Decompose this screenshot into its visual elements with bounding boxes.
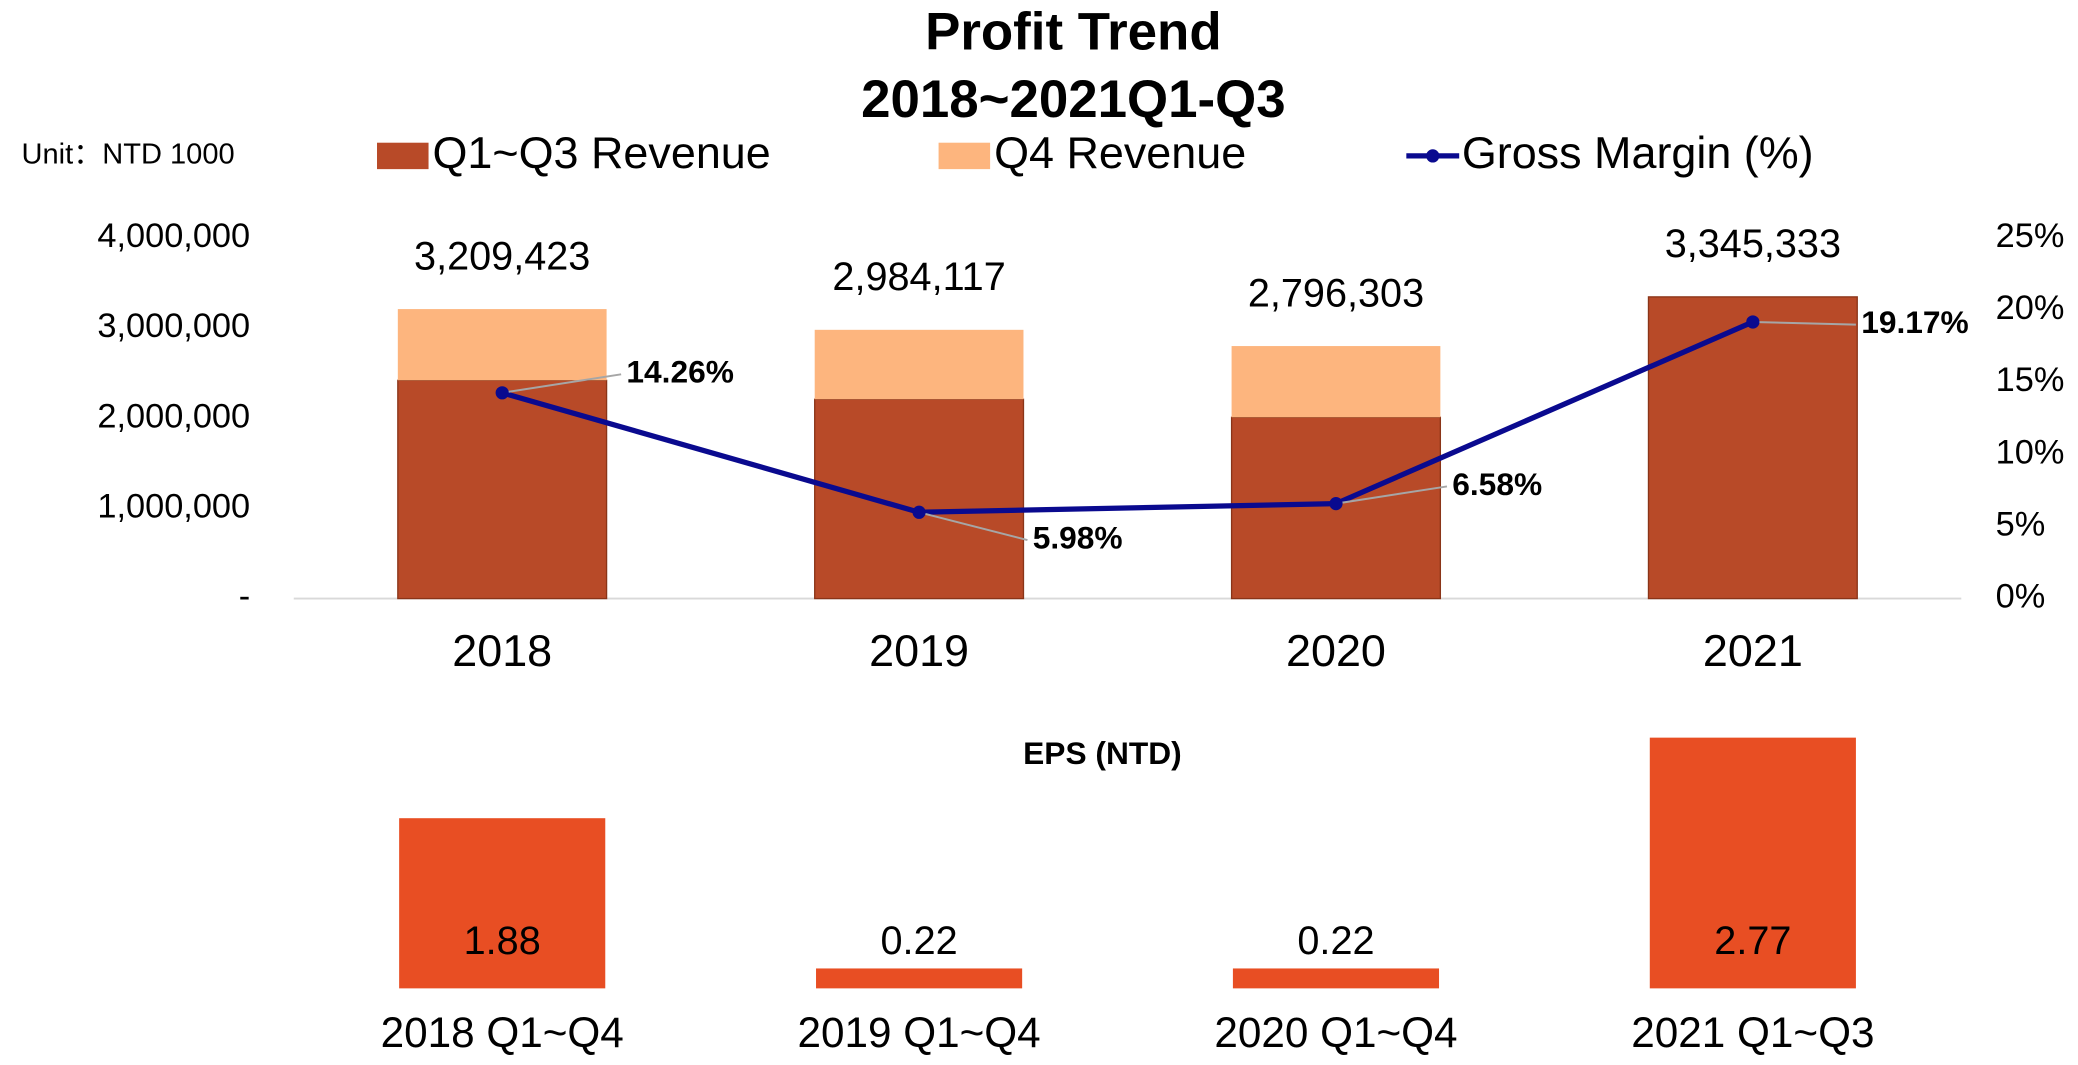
legend-label: Q4 Revenue xyxy=(994,127,1246,178)
bar xyxy=(1649,737,1856,989)
bar-segment xyxy=(397,309,607,381)
data-label: 0.22 xyxy=(1297,919,1374,963)
x-tick-label: 2020 xyxy=(1286,625,1386,676)
y-tick-label: 3,000,000 xyxy=(97,307,250,345)
bar-segment xyxy=(814,329,1024,400)
x-tick-label: 2021 Q1~Q3 xyxy=(1631,1009,1874,1056)
legend-swatch xyxy=(1426,149,1440,163)
data-label: 5.98% xyxy=(1033,519,1123,555)
y2-tick-label: 0% xyxy=(1996,578,2046,616)
data-label: 6.58% xyxy=(1452,466,1542,502)
x-tick-label: 2018 Q1~Q4 xyxy=(381,1009,624,1056)
bar xyxy=(1232,968,1440,989)
legend-label: Q1~Q3 Revenue xyxy=(433,127,771,178)
y-tick-label: 4,000,000 xyxy=(97,217,250,255)
bar-segment xyxy=(397,379,608,600)
bar-segment xyxy=(814,398,1025,600)
chart-title: Profit Trend xyxy=(925,3,1222,62)
data-label: 1.88 xyxy=(464,919,541,963)
bar-segment xyxy=(1231,346,1441,418)
leader-line xyxy=(918,511,1028,541)
data-label: 0.22 xyxy=(881,919,958,963)
y-tick-label: 1,000,000 xyxy=(97,487,250,525)
legend-label: Gross Margin (%) xyxy=(1462,127,1814,178)
bar xyxy=(816,968,1023,989)
y2-tick-label: 5% xyxy=(1996,505,2046,543)
total-label: 2,984,117 xyxy=(832,255,1005,299)
line-point xyxy=(1746,315,1760,329)
x-tick-label: 2019 Q1~Q4 xyxy=(797,1009,1040,1056)
line-point xyxy=(495,386,509,400)
leader-line xyxy=(1752,320,1856,326)
eps-title: EPS (NTD) xyxy=(1023,735,1182,771)
y2-tick-label: 15% xyxy=(1996,361,2065,399)
y2-tick-label: 20% xyxy=(1996,289,2065,327)
data-label: 2.77 xyxy=(1714,919,1791,963)
total-label: 3,345,333 xyxy=(1665,222,1841,266)
data-label: 14.26% xyxy=(626,354,734,390)
data-label: 19.17% xyxy=(1861,304,1969,340)
y2-tick-label: 10% xyxy=(1996,433,2065,471)
line-point xyxy=(912,505,926,519)
total-label: 2,796,303 xyxy=(1248,271,1424,315)
x-tick-label: 2020 Q1~Q4 xyxy=(1214,1009,1457,1056)
bar-segment xyxy=(1647,296,1858,600)
y-tick-label: 2,000,000 xyxy=(97,397,250,435)
total-label: 3,209,423 xyxy=(414,234,590,278)
line xyxy=(501,319,1754,515)
line-point xyxy=(1329,497,1343,511)
y-tick-label: - xyxy=(239,578,250,616)
leader-line xyxy=(1335,485,1448,505)
legend-swatch xyxy=(377,142,429,170)
x-tick-label: 2021 xyxy=(1703,625,1803,676)
chart-subtitle: 2018~2021Q1-Q3 xyxy=(861,70,1286,129)
unit-label: Unit：NTD 1000 xyxy=(22,139,235,171)
x-tick-label: 2019 xyxy=(869,625,969,676)
legend-swatch xyxy=(938,142,991,170)
leader-line xyxy=(502,373,622,394)
bar xyxy=(399,818,606,989)
x-tick-label: 2018 xyxy=(452,625,552,676)
y2-tick-label: 25% xyxy=(1996,217,2065,255)
